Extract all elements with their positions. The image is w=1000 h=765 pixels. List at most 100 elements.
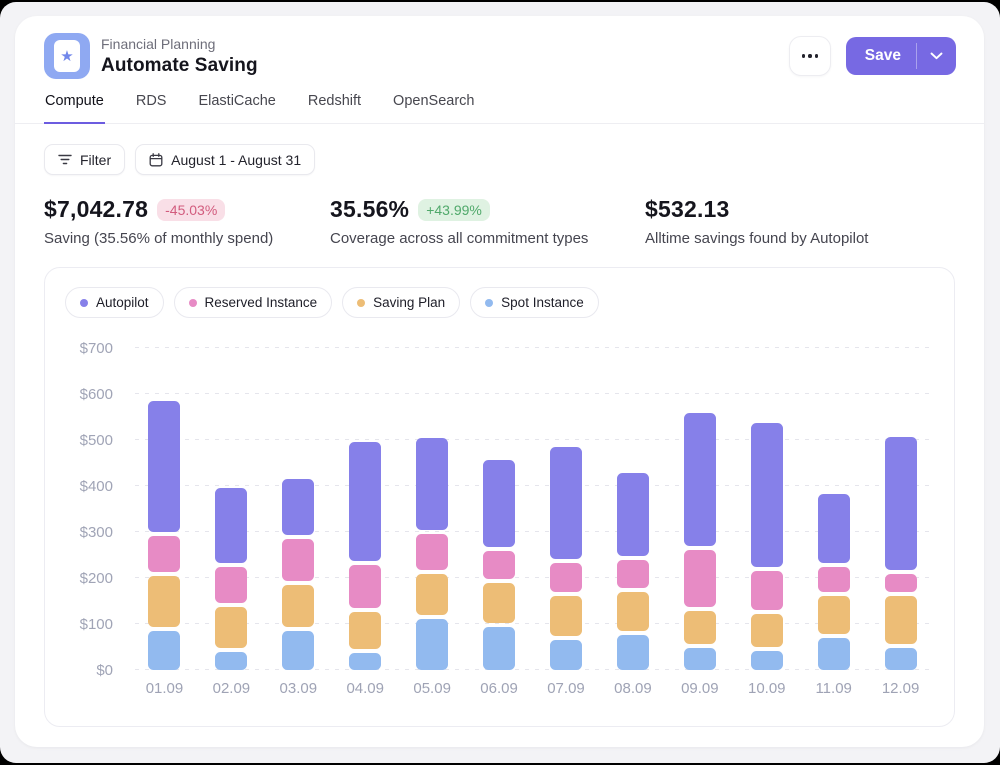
bar-segment-spot-instance[interactable] bbox=[818, 638, 850, 670]
bar-segment-spot-instance[interactable] bbox=[215, 652, 247, 670]
bar-segment-spot-instance[interactable] bbox=[349, 653, 381, 670]
bar-segment-saving-plan[interactable] bbox=[751, 614, 783, 647]
x-axis-tick-label: 03.09 bbox=[265, 680, 332, 697]
kpi-coverage-badge: +43.99% bbox=[418, 199, 490, 221]
bar-segment-reserved-instance[interactable] bbox=[282, 539, 314, 580]
x-axis-tick-label: 10.09 bbox=[733, 680, 800, 697]
legend-label: Reserved Instance bbox=[205, 295, 318, 310]
x-axis-tick-label: 05.09 bbox=[399, 680, 466, 697]
stacked-bar-03.09 bbox=[282, 479, 314, 670]
bar-segment-reserved-instance[interactable] bbox=[483, 551, 515, 579]
app-icon: ★ bbox=[44, 33, 90, 79]
tab-rds[interactable]: RDS bbox=[135, 93, 168, 124]
bar-segment-saving-plan[interactable] bbox=[885, 596, 917, 644]
kpi-alltime: $532.13 Alltime savings found by Autopil… bbox=[645, 196, 955, 247]
kpi-coverage-value: 35.56% bbox=[330, 196, 409, 223]
bar-segment-saving-plan[interactable] bbox=[684, 611, 716, 644]
tab-opensearch[interactable]: OpenSearch bbox=[392, 93, 475, 124]
kpi-row: $7,042.78 -45.03% Saving (35.56% of mont… bbox=[15, 175, 984, 247]
bar-segment-saving-plan[interactable] bbox=[818, 596, 850, 634]
bar-segment-autopilot[interactable] bbox=[550, 447, 582, 558]
bar-segment-spot-instance[interactable] bbox=[483, 627, 515, 670]
bar-segment-reserved-instance[interactable] bbox=[148, 536, 180, 572]
bar-segment-spot-instance[interactable] bbox=[416, 619, 448, 671]
bar-segment-reserved-instance[interactable] bbox=[885, 574, 917, 592]
bar-segment-saving-plan[interactable] bbox=[148, 576, 180, 627]
chart-x-axis: 01.0902.0903.0904.0905.0906.0907.0908.09… bbox=[131, 680, 934, 697]
bar-segment-reserved-instance[interactable] bbox=[215, 567, 247, 603]
tab-redshift[interactable]: Redshift bbox=[307, 93, 362, 124]
bar-segment-reserved-instance[interactable] bbox=[684, 550, 716, 607]
filter-button[interactable]: Filter bbox=[44, 144, 125, 175]
bar-segment-autopilot[interactable] bbox=[215, 488, 247, 563]
y-axis-tick-label: $300 bbox=[65, 524, 113, 541]
header-left: ★ Financial Planning Automate Saving bbox=[44, 33, 258, 79]
bar-segment-autopilot[interactable] bbox=[751, 423, 783, 567]
legend-chip-saving-plan[interactable]: Saving Plan bbox=[342, 287, 460, 318]
bar-segment-autopilot[interactable] bbox=[416, 438, 448, 530]
bar-segment-spot-instance[interactable] bbox=[148, 631, 180, 670]
more-options-button[interactable] bbox=[789, 36, 831, 76]
x-axis-tick-label: 12.09 bbox=[867, 680, 934, 697]
y-axis-tick-label: $700 bbox=[65, 340, 113, 357]
bar-segment-saving-plan[interactable] bbox=[416, 574, 448, 615]
bar-segment-reserved-instance[interactable] bbox=[818, 567, 850, 592]
bar-segment-spot-instance[interactable] bbox=[885, 648, 917, 670]
chart-body: $0$100$200$300$400$500$600$700 01.0902.0… bbox=[65, 348, 934, 697]
bar-slot-01.09 bbox=[131, 348, 198, 670]
x-axis-tick-label: 11.09 bbox=[800, 680, 867, 697]
kpi-saving-value: $7,042.78 bbox=[44, 196, 148, 223]
bar-segment-reserved-instance[interactable] bbox=[349, 565, 381, 609]
header: ★ Financial Planning Automate Saving Sav… bbox=[15, 16, 984, 79]
bar-segment-autopilot[interactable] bbox=[885, 437, 917, 570]
bar-slot-02.09 bbox=[198, 348, 265, 670]
bar-segment-spot-instance[interactable] bbox=[617, 635, 649, 670]
x-axis-tick-label: 01.09 bbox=[131, 680, 198, 697]
bar-segment-spot-instance[interactable] bbox=[550, 640, 582, 670]
legend-dot-icon bbox=[80, 299, 88, 307]
stacked-bar-01.09 bbox=[148, 401, 180, 670]
bar-segment-autopilot[interactable] bbox=[483, 460, 515, 547]
bar-segment-spot-instance[interactable] bbox=[282, 631, 314, 670]
bar-segment-saving-plan[interactable] bbox=[483, 583, 515, 623]
chevron-down-icon bbox=[930, 52, 943, 60]
bar-segment-autopilot[interactable] bbox=[818, 494, 850, 563]
bar-segment-saving-plan[interactable] bbox=[617, 592, 649, 631]
save-dropdown-button[interactable] bbox=[917, 37, 956, 75]
bar-segment-spot-instance[interactable] bbox=[684, 648, 716, 670]
legend-chip-spot-instance[interactable]: Spot Instance bbox=[470, 287, 599, 318]
stacked-bar-09.09 bbox=[684, 413, 716, 670]
save-button[interactable]: Save bbox=[846, 37, 916, 75]
bar-segment-reserved-instance[interactable] bbox=[550, 563, 582, 592]
stacked-bar-12.09 bbox=[885, 437, 917, 670]
stacked-bar-05.09 bbox=[416, 438, 448, 670]
kpi-alltime-caption: Alltime savings found by Autopilot bbox=[645, 230, 955, 247]
bar-segment-autopilot[interactable] bbox=[282, 479, 314, 535]
bar-segment-autopilot[interactable] bbox=[349, 442, 381, 561]
y-axis-tick-label: $0 bbox=[65, 662, 113, 679]
kpi-saving-caption: Saving (35.56% of monthly spend) bbox=[44, 230, 330, 247]
bar-segment-saving-plan[interactable] bbox=[550, 596, 582, 636]
bar-segment-autopilot[interactable] bbox=[148, 401, 180, 532]
stacked-bar-04.09 bbox=[349, 442, 381, 670]
legend-chip-autopilot[interactable]: Autopilot bbox=[65, 287, 164, 318]
window-surface: ★ Financial Planning Automate Saving Sav… bbox=[0, 2, 1000, 763]
bar-segment-spot-instance[interactable] bbox=[751, 651, 783, 670]
tab-elasticache[interactable]: ElastiCache bbox=[197, 93, 276, 124]
bar-segment-reserved-instance[interactable] bbox=[751, 571, 783, 610]
legend-chip-reserved-instance[interactable]: Reserved Instance bbox=[174, 287, 333, 318]
date-range-button[interactable]: August 1 - August 31 bbox=[135, 144, 315, 175]
bar-segment-autopilot[interactable] bbox=[684, 413, 716, 546]
bar-segment-saving-plan[interactable] bbox=[215, 607, 247, 648]
bar-segment-reserved-instance[interactable] bbox=[617, 560, 649, 587]
bar-segment-saving-plan[interactable] bbox=[349, 612, 381, 649]
bar-segment-reserved-instance[interactable] bbox=[416, 534, 448, 569]
kpi-coverage: 35.56% +43.99% Coverage across all commi… bbox=[330, 196, 645, 247]
tab-compute[interactable]: Compute bbox=[44, 93, 105, 124]
stacked-bar-11.09 bbox=[818, 494, 850, 670]
chart-plot bbox=[131, 348, 934, 670]
bar-segment-saving-plan[interactable] bbox=[282, 585, 314, 627]
bar-segment-autopilot[interactable] bbox=[617, 473, 649, 557]
bar-slot-03.09 bbox=[265, 348, 332, 670]
x-axis-tick-label: 07.09 bbox=[533, 680, 600, 697]
